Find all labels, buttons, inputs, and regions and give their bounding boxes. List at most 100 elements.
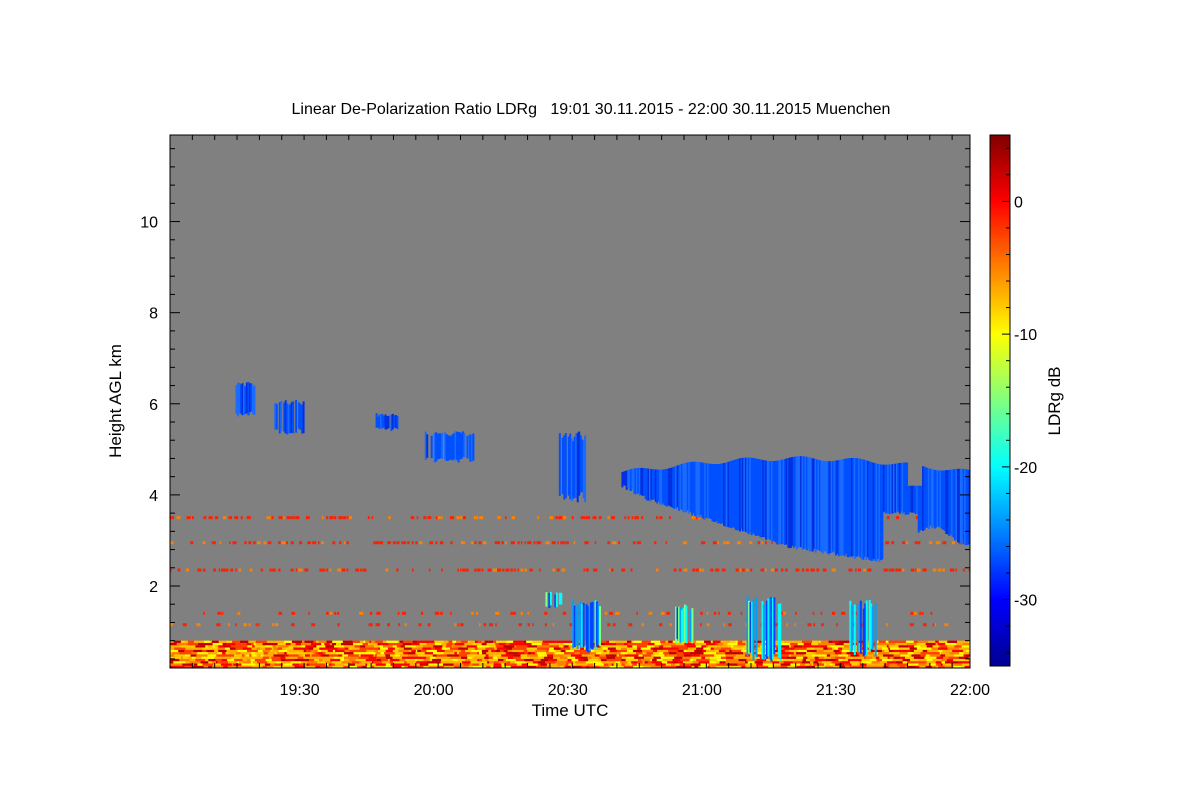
boundary-layer-cell (938, 647, 941, 650)
aerosol-mark (257, 623, 260, 627)
boundary-layer-cell (549, 647, 554, 650)
colorbar-tick-label: -30 (1014, 593, 1037, 610)
aerosol-mark (178, 568, 181, 572)
boundary-layer-cell (496, 640, 507, 643)
mid-cloud-column (824, 461, 827, 552)
cirrus-fragment (445, 434, 448, 462)
boundary-layer-cell (363, 640, 366, 643)
boundary-layer-cell (576, 663, 588, 666)
boundary-layer-cell (173, 661, 182, 664)
boundary-layer-cell (465, 649, 472, 653)
boundary-layer-cell (385, 656, 393, 659)
boundary-layer-cell (625, 658, 631, 662)
boundary-layer-cell (737, 642, 746, 646)
boundary-layer-cell (417, 649, 421, 653)
aerosol-mark (343, 541, 346, 545)
boundary-layer-cell (940, 654, 946, 657)
boundary-layer-cell (385, 649, 393, 653)
boundary-layer-cell (729, 640, 736, 643)
boundary-layer-cell (879, 656, 888, 659)
mid-cloud-column (683, 463, 686, 512)
boundary-layer-cell (888, 647, 891, 650)
boundary-layer-cell (342, 654, 349, 657)
mid-cloud-column (633, 468, 635, 494)
boundary-layer-cell (848, 654, 851, 657)
boundary-layer-cell (786, 649, 790, 653)
aerosol-mark (735, 568, 739, 572)
mid-cloud-column (871, 462, 874, 561)
aerosol-mark (371, 516, 374, 520)
boundary-layer-cell (433, 645, 443, 648)
boundary-layer-cell (884, 661, 887, 664)
boundary-layer-cell (417, 654, 428, 657)
boundary-layer-cell (832, 665, 840, 668)
boundary-layer-cell (818, 656, 825, 659)
aerosol-mark (369, 611, 373, 615)
aerosol-mark (362, 568, 367, 572)
boundary-layer-cell (373, 654, 376, 657)
boundary-layer-cell (319, 647, 328, 650)
boundary-layer-cell (247, 658, 251, 662)
boundary-layer-cell (411, 647, 423, 650)
boundary-layer-cell (509, 642, 516, 646)
aerosol-mark (396, 568, 399, 572)
boundary-layer-cell (520, 654, 528, 657)
boundary-layer-cell (257, 649, 263, 653)
boundary-layer-cell (386, 640, 390, 643)
aerosol-mark (607, 541, 610, 545)
boundary-layer-cell (435, 642, 442, 646)
aerosol-mark (346, 541, 349, 545)
boundary-layer-cell (930, 663, 937, 666)
boundary-layer-cell (293, 652, 302, 655)
boundary-layer-cell (899, 665, 906, 668)
boundary-layer-cell (389, 640, 398, 643)
mid-cloud-column (874, 463, 877, 561)
aerosol-mark (501, 541, 504, 545)
cirrus-fragment (384, 414, 387, 430)
cirrus-fragment (430, 435, 433, 459)
mid-cloud-column (964, 469, 967, 546)
aerosol-mark (659, 623, 663, 627)
boundary-layer-cell (424, 652, 434, 655)
aerosol-mark (612, 541, 617, 545)
boundary-layer-cell (288, 654, 299, 657)
boundary-layer-cell (476, 654, 486, 657)
aerosol-mark (715, 568, 720, 572)
boundary-layer-cell (552, 658, 558, 662)
boundary-layer-cell (178, 649, 185, 653)
low-cloud-patch (862, 608, 865, 657)
boundary-layer-cell (676, 642, 685, 646)
boundary-layer-cell (859, 661, 862, 664)
boundary-layer-cell (378, 647, 381, 650)
boundary-layer-cell (365, 663, 368, 666)
boundary-layer-cell (464, 642, 473, 646)
boundary-layer-cell (501, 663, 505, 666)
boundary-layer-cell (945, 654, 954, 657)
low-cloud-patch (864, 603, 867, 655)
boundary-layer-cell (453, 645, 463, 648)
aerosol-mark (932, 568, 937, 572)
aerosol-mark (706, 611, 709, 615)
boundary-layer-cell (328, 663, 332, 666)
aerosol-mark (479, 516, 484, 520)
mid-cloud-column (691, 461, 694, 516)
boundary-layer-cell (277, 642, 286, 646)
mid-cloud-column (877, 463, 879, 559)
mid-cloud-column (858, 458, 861, 557)
aerosol-mark (267, 541, 272, 545)
boundary-layer-cell (370, 640, 376, 643)
boundary-layer-cell (526, 665, 536, 668)
cirrus-fragment (582, 439, 585, 499)
boundary-layer-cell (789, 649, 798, 653)
low-cloud-patch (850, 605, 853, 651)
aerosol-mark (593, 568, 598, 572)
boundary-layer-cell (624, 654, 632, 657)
aerosol-mark (922, 568, 927, 572)
cirrus-fragment (447, 435, 450, 461)
aerosol-mark (202, 568, 206, 572)
boundary-layer-cell (459, 652, 471, 655)
aerosol-mark (329, 611, 333, 615)
boundary-layer-cell (796, 656, 804, 659)
boundary-layer-cell (857, 654, 860, 657)
boundary-layer-cell (845, 665, 850, 668)
